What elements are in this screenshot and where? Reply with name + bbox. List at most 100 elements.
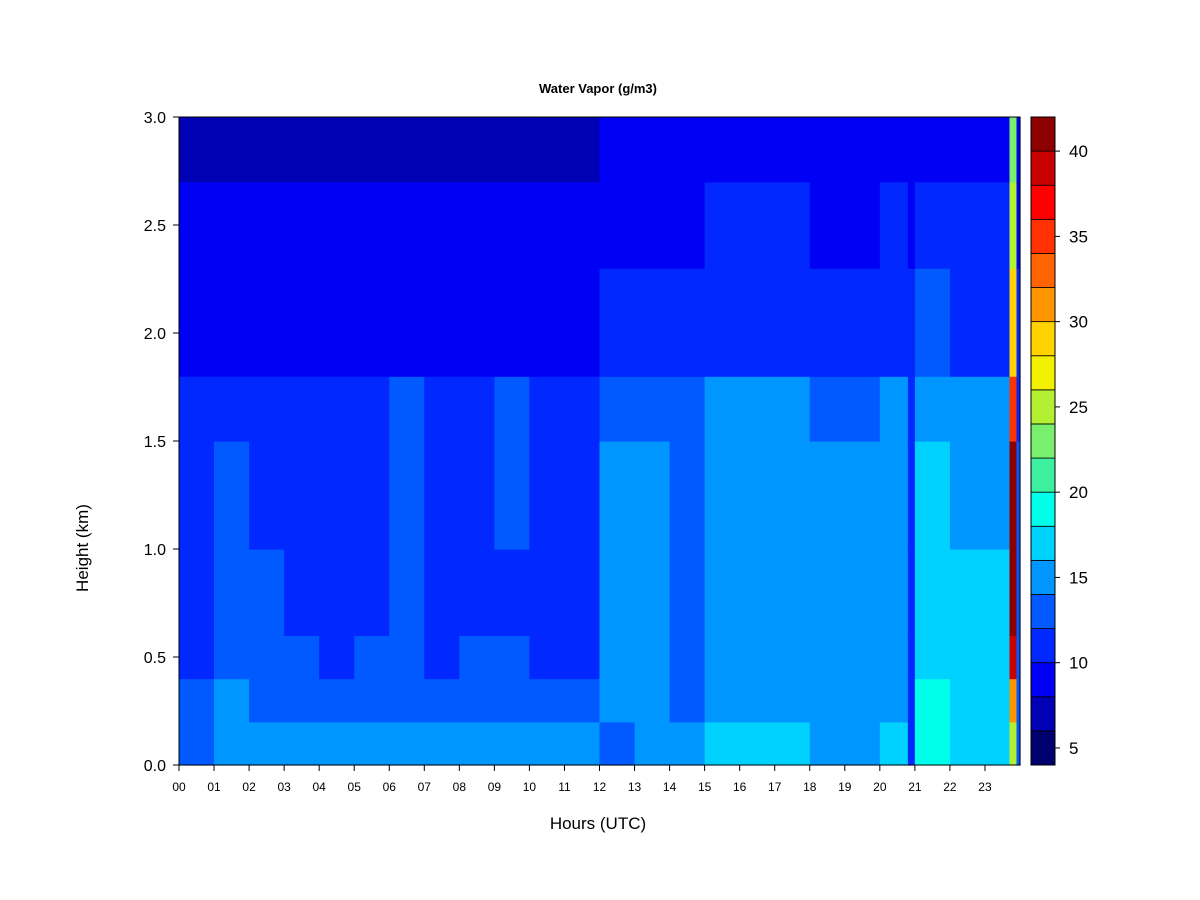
heatmap-cell: [529, 678, 566, 723]
heatmap-cell: [319, 635, 355, 680]
heatmap-cell: [1016, 376, 1021, 442]
heatmap-cell: [319, 441, 355, 550]
heatmap-cell: [774, 721, 811, 766]
heatmap-cell: [179, 635, 215, 680]
heatmap-cell: [739, 117, 776, 183]
heatmap-cell: [879, 376, 909, 442]
heatmap-cell: [1016, 635, 1021, 680]
heatmap-cell: [284, 441, 320, 550]
x-tick-label: 18: [803, 780, 817, 794]
heatmap-cell: [599, 376, 636, 442]
colorbar-frame: [1030, 116, 1056, 766]
heatmap-cell: [564, 181, 601, 269]
heatmap-cell: [844, 181, 881, 269]
heatmap-cell: [179, 721, 215, 766]
heatmap-cell: [424, 635, 460, 680]
heatmap-cell: [564, 721, 601, 766]
heatmap-cell: [914, 376, 951, 442]
y-axis: 0.0 0.5 1.0 1.5 2.0 2.5 3.0: [144, 110, 180, 775]
heatmap-cell: [739, 376, 776, 442]
heatmap-cell: [739, 635, 776, 680]
x-tick-label: 02: [242, 780, 256, 794]
heatmap-cell: [879, 117, 909, 183]
heatmap-cell: [704, 721, 741, 766]
heatmap-cell: [634, 549, 671, 636]
heatmap-cell: [984, 549, 1011, 636]
heatmap-cell: [599, 635, 636, 680]
heatmap-cell: [389, 635, 425, 680]
heatmap-cell: [1009, 268, 1018, 377]
heatmap-cell: [179, 549, 215, 636]
heatmap-cell: [389, 268, 425, 377]
colorbar-swatch: [1030, 594, 1056, 629]
colorbar-swatch: [1030, 184, 1056, 220]
heatmap-cell: [914, 635, 951, 680]
heatmap-cell: [844, 268, 881, 377]
heatmap-cell: [424, 678, 460, 723]
x-tick-label: 23: [978, 780, 992, 794]
heatmap-cell: [704, 441, 741, 550]
heatmap-cell: [459, 635, 495, 680]
heatmap-cell: [949, 635, 986, 680]
colorbar-tick-label: 25: [1069, 398, 1088, 417]
heatmap-cell: [704, 635, 741, 680]
heatmap-cell: [424, 549, 460, 636]
heatmap-cell: [564, 549, 601, 636]
heatmap-cell: [564, 635, 601, 680]
heatmap-cell: [949, 117, 986, 183]
heatmap-cell: [879, 549, 909, 636]
heatmap-cell: [214, 441, 250, 550]
y-tick-label: 1.5: [144, 434, 166, 451]
x-tick-label: 20: [873, 780, 887, 794]
heatmap-cell: [249, 441, 285, 550]
heatmap-cell: [389, 721, 425, 766]
heatmap-cell: [249, 635, 285, 680]
heatmap-cell: [809, 117, 846, 183]
heatmap-cell: [809, 268, 846, 377]
heatmap-cell: [564, 441, 601, 550]
heatmap-cell: [809, 721, 846, 766]
colorbar-swatch: [1030, 321, 1056, 357]
heatmap-cell: [914, 549, 951, 636]
heatmap-cell: [389, 678, 425, 723]
heatmap-cell: [494, 678, 531, 723]
heatmap-cell: [1016, 678, 1021, 723]
heatmap-cell: [214, 721, 250, 766]
x-tick-label: 07: [418, 780, 432, 794]
heatmap-cell: [319, 678, 355, 723]
heatmap-cell: [809, 635, 846, 680]
heatmap-cell: [669, 549, 706, 636]
heatmap-cell: [984, 441, 1011, 550]
heatmap-cell: [319, 268, 355, 377]
heatmap-cell: [809, 549, 846, 636]
heatmap-cell: [774, 181, 811, 269]
heatmap-cell: [914, 678, 951, 723]
heatmap-cell: [907, 549, 916, 636]
heatmap-cell: [319, 117, 355, 183]
x-tick-label: 11: [558, 780, 571, 794]
heatmap-cell: [844, 678, 881, 723]
heatmap-cell: [494, 117, 531, 183]
heatmap-cell: [214, 268, 250, 377]
heatmap-cell: [907, 678, 916, 723]
heatmap-cell: [529, 181, 566, 269]
heatmap-cell: [389, 117, 425, 183]
heatmap-cell: [907, 635, 916, 680]
heatmap-cell: [564, 117, 601, 183]
heatmap-cell: [354, 721, 390, 766]
heatmap-cell: [284, 721, 320, 766]
heatmap-cell: [704, 678, 741, 723]
heatmap-cell: [879, 441, 909, 550]
heatmap-cell: [949, 441, 986, 550]
heatmap-cell: [529, 721, 566, 766]
x-tick-label: 13: [628, 780, 642, 794]
heatmap-cell: [389, 549, 425, 636]
heatmap-cell: [1009, 117, 1018, 183]
heatmap-cell: [844, 441, 881, 550]
y-tick-label: 0.5: [144, 650, 166, 667]
heatmap-cell: [249, 117, 285, 183]
heatmap-cell: [669, 441, 706, 550]
heatmap-cell: [494, 181, 531, 269]
heatmap-cell: [634, 441, 671, 550]
